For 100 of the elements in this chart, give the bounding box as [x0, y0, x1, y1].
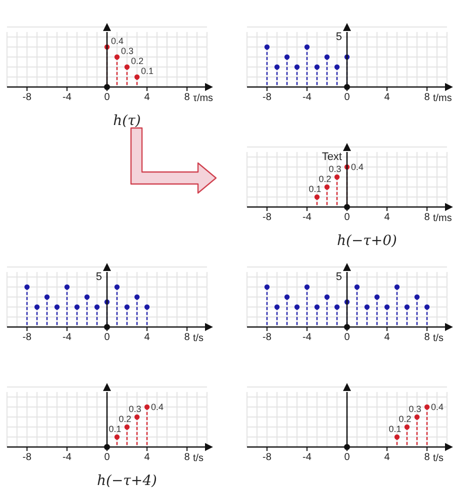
x-axis-title: t/ms — [433, 93, 452, 104]
point — [64, 284, 70, 290]
point — [144, 304, 150, 310]
x-tick-label: 0 — [104, 452, 110, 464]
point — [34, 304, 40, 310]
point — [334, 174, 340, 180]
point — [114, 54, 120, 60]
data-label: 0.2 — [318, 174, 332, 184]
point — [134, 74, 140, 80]
x-tick-label: 8 — [424, 332, 430, 344]
x-tick-label: -4 — [62, 452, 72, 464]
data-label: 0.2 — [398, 414, 412, 424]
data-label: 0.4 — [351, 162, 364, 172]
point — [54, 304, 60, 310]
point — [74, 304, 80, 310]
point — [274, 304, 280, 310]
data-label: 0.1 — [388, 424, 402, 434]
x-tick-label: 4 — [384, 332, 390, 344]
x-tick-label: 8 — [424, 92, 430, 104]
text: h(τ) — [112, 113, 142, 129]
data-label: 0.2 — [118, 414, 132, 424]
x-tick-label: 4 — [144, 92, 150, 104]
x-tick-label: 8 — [424, 212, 430, 224]
point — [424, 304, 430, 310]
point — [374, 294, 380, 300]
x-tick-label: -4 — [302, 452, 312, 464]
x-tick-label: -8 — [22, 92, 32, 104]
x-tick-label: 0 — [344, 92, 350, 104]
point — [124, 304, 130, 310]
point — [404, 424, 410, 430]
point — [404, 304, 410, 310]
point — [144, 404, 150, 410]
x-tick-label: 4 — [144, 332, 150, 344]
point — [24, 284, 30, 290]
x-tick-label: 8 — [184, 452, 190, 464]
x-axis-title: t/s — [433, 453, 444, 464]
point — [414, 294, 420, 300]
point — [114, 284, 120, 290]
x-tick-label: -4 — [62, 92, 72, 104]
x-tick-label: -8 — [262, 212, 272, 224]
point — [314, 304, 320, 310]
x-tick-label: 8 — [184, 332, 190, 344]
point — [124, 64, 130, 70]
x-tick-label: 0 — [104, 92, 110, 104]
point — [114, 434, 120, 440]
text: h(−τ+4) — [96, 473, 158, 489]
x-tick-label: -8 — [262, 452, 272, 464]
data-label: 0.4 — [431, 402, 444, 412]
data-label: 0.1 — [308, 184, 322, 194]
x-tick-label: -4 — [302, 92, 312, 104]
point — [134, 414, 140, 420]
x-tick-label: 4 — [384, 212, 390, 224]
point — [304, 284, 310, 290]
point — [414, 414, 420, 420]
point — [424, 404, 430, 410]
point — [284, 294, 290, 300]
point — [394, 284, 400, 290]
point — [364, 304, 370, 310]
x-tick-label: -8 — [262, 332, 272, 344]
x-tick-label: -8 — [22, 332, 32, 344]
point — [314, 194, 320, 200]
point — [394, 434, 400, 440]
data-label: 0.3 — [408, 404, 422, 414]
data-label: 0.1 — [141, 66, 154, 76]
point — [294, 304, 300, 310]
point — [324, 294, 330, 300]
x-tick-label: -4 — [62, 332, 72, 344]
point — [124, 424, 130, 430]
x-axis-title: t/s — [193, 453, 204, 464]
text: h(−τ+0) — [336, 233, 398, 249]
data-label: 0.4 — [151, 402, 164, 412]
x-axis-title: t/s — [193, 333, 204, 344]
x-tick-label: 0 — [104, 332, 110, 344]
text: 5 — [336, 271, 342, 283]
data-label: 0.3 — [121, 46, 134, 56]
x-tick-label: 0 — [344, 452, 350, 464]
point — [94, 304, 100, 310]
point — [384, 304, 390, 310]
point — [264, 284, 270, 290]
point — [134, 294, 140, 300]
x-tick-label: 8 — [184, 92, 190, 104]
x-tick-label: -8 — [22, 452, 32, 464]
x-tick-label: 4 — [384, 452, 390, 464]
x-tick-label: 0 — [344, 212, 350, 224]
data-label: 0.3 — [328, 164, 342, 174]
x-tick-label: -4 — [302, 332, 312, 344]
point — [84, 294, 90, 300]
data-label: 0.3 — [128, 404, 142, 414]
x-axis-title: τ/ms — [193, 93, 214, 104]
x-tick-label: -4 — [302, 212, 312, 224]
point — [334, 304, 340, 310]
x-tick-label: -8 — [262, 92, 272, 104]
x-tick-label: 8 — [424, 452, 430, 464]
data-label: 0.4 — [111, 36, 124, 46]
x-axis-title: t/s — [433, 333, 444, 344]
text: 5 — [96, 271, 102, 283]
point — [354, 284, 360, 290]
point — [324, 184, 330, 190]
x-tick-label: 4 — [384, 92, 390, 104]
x-tick-label: 0 — [344, 332, 350, 344]
